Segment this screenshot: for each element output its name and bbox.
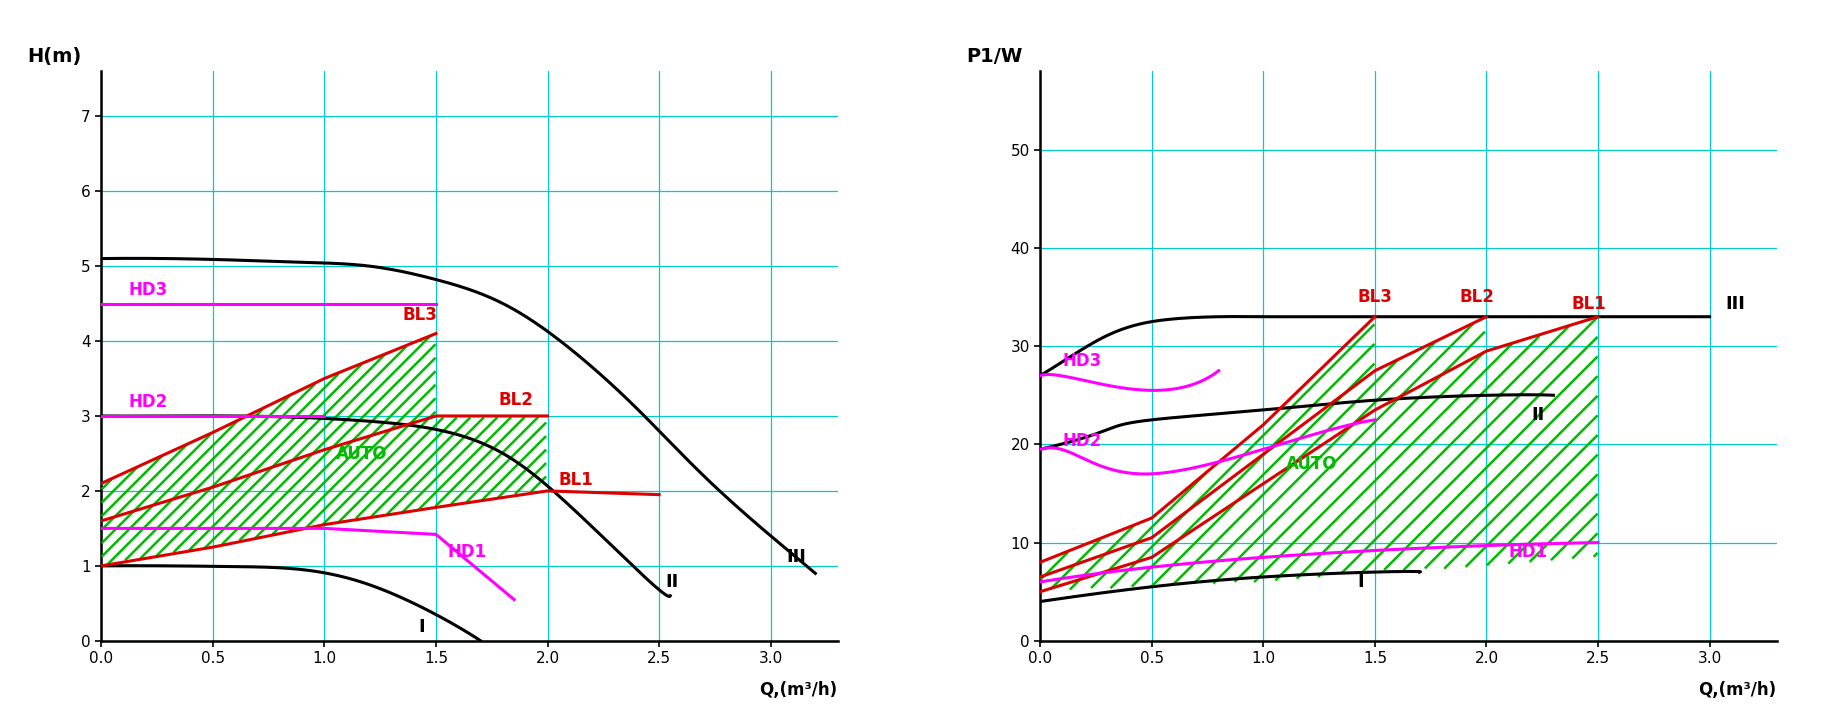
Text: P1/W: P1/W <box>967 46 1024 66</box>
Text: AUTO: AUTO <box>1285 455 1337 473</box>
Text: H(m): H(m) <box>28 46 81 66</box>
Text: Q,(m³/h): Q,(m³/h) <box>760 681 838 698</box>
Text: BL3: BL3 <box>403 306 438 324</box>
Text: II: II <box>1532 406 1545 424</box>
Text: Q,(m³/h): Q,(m³/h) <box>1699 681 1777 698</box>
Text: HD2: HD2 <box>1062 432 1101 451</box>
Text: BL1: BL1 <box>558 471 593 489</box>
Text: HD2: HD2 <box>129 393 168 411</box>
Text: HD3: HD3 <box>1062 352 1101 370</box>
Text: AUTO: AUTO <box>335 446 387 464</box>
Text: I: I <box>418 618 425 636</box>
Text: BL2: BL2 <box>499 391 534 409</box>
Text: BL1: BL1 <box>1570 295 1605 313</box>
Text: BL2: BL2 <box>1460 288 1495 306</box>
Text: HD3: HD3 <box>129 281 168 298</box>
Text: III: III <box>786 548 806 566</box>
Text: HD1: HD1 <box>447 543 486 561</box>
Text: HD1: HD1 <box>1510 543 1548 561</box>
Text: BL3: BL3 <box>1357 288 1392 306</box>
Text: II: II <box>666 573 679 591</box>
Text: I: I <box>1357 572 1364 591</box>
Text: III: III <box>1725 295 1745 313</box>
